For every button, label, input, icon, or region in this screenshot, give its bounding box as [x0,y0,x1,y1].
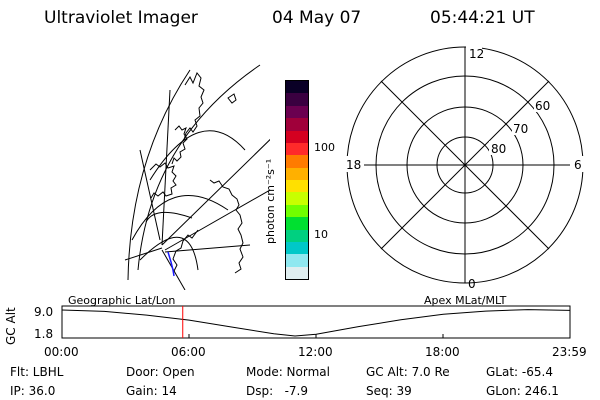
status-ip: IP: 36.0 [10,384,56,398]
map-lat-arc [131,195,229,241]
colorbar-segment [286,93,308,106]
map-meridian [161,138,270,246]
colorbar-segment [286,155,308,168]
map-coastline [171,125,188,165]
status-glon: GLon: 246.1 [486,384,559,398]
timeline-plot [61,305,571,339]
polar-plot: 12 18 6 0 60 70 80 [344,46,586,291]
lat-label-80: 80 [491,142,506,156]
colorbar-segment [286,180,308,193]
timeline-x-tick-4: 23:59 [552,345,587,359]
map-meridian [161,89,171,246]
timeline-x-tick-0: 00:00 [44,345,79,359]
mlt-label-6: 6 [574,158,582,172]
instrument-title: Ultraviolet Imager [44,8,198,28]
geographic-map [124,64,270,290]
altitude-track-line [61,309,570,337]
timeline-y-tick-top: 9.0 [34,305,54,319]
color-bar [285,80,309,280]
map-meridian [124,247,163,261]
observation-time: 05:44:21 UT [430,8,535,28]
lat-label-70: 70 [513,122,528,136]
colorbar-segment [286,118,308,131]
map-boundary [127,69,191,281]
map-meridian [164,189,270,251]
map-lat-arc [149,130,246,181]
observation-date: 04 May 07 [272,8,362,28]
colorbar-unit-label: photon cm⁻²s⁻¹ [264,158,277,244]
timeline-right-caption: Apex MLat/MLT [424,294,507,307]
status-gain: Gain: 14 [126,384,177,398]
status-seq: Seq: 39 [366,384,412,398]
colorbar-segment [286,167,308,180]
colorbar-segment [286,229,308,242]
colorbar-tick-10: 10 [314,228,328,241]
colorbar-segment [286,192,308,205]
colorbar-segment [286,241,308,255]
colorbar-segment [286,130,308,143]
map-coastline [149,162,177,199]
timeline-x-tick-1: 06:00 [171,345,206,359]
status-dsp: Dsp: -7.9 [246,384,309,398]
timeline-y-axis-label: GC Alt [4,307,18,345]
status-filter: Flt: LBHL [10,365,64,379]
status-door: Door: Open [126,365,195,379]
map-coast-highlight [167,251,175,277]
status-gc-alt: GC Alt: 7.0 Re [366,365,450,379]
map-lat-arc [137,64,261,271]
status-glat: GLat: -65.4 [486,365,553,379]
map-lat-arc [145,211,193,223]
mlt-label-18: 18 [346,158,361,172]
map-meridian [164,244,251,253]
colorbar-segment [286,81,308,94]
timeline-x-tick-3: 18:00 [425,345,460,359]
map-meridian [139,149,161,241]
colorbar-segment [286,254,308,267]
mlt-label-12: 12 [469,47,484,61]
map-lat-arc [139,236,199,271]
status-mode: Mode: Normal [246,365,330,379]
colorbar-tick-100: 100 [314,141,335,154]
colorbar-segment [286,105,308,119]
map-coastline [172,229,199,272]
mlt-label-0: 0 [468,277,476,291]
colorbar-segment [286,266,308,279]
colorbar-segment [286,204,308,218]
map-coastline [183,72,205,141]
timeline-y-tick-bottom: 1.8 [34,327,54,341]
timeline-x-tick-2: 12:00 [298,345,333,359]
map-coastline [227,93,237,104]
colorbar-segment [286,142,308,156]
polar-diagonal [380,80,550,250]
map-coastline [209,179,244,274]
timeline-left-caption: Geographic Lat/Lon [68,294,176,307]
lat-label-60: 60 [535,99,550,113]
colorbar-segment [286,217,308,230]
